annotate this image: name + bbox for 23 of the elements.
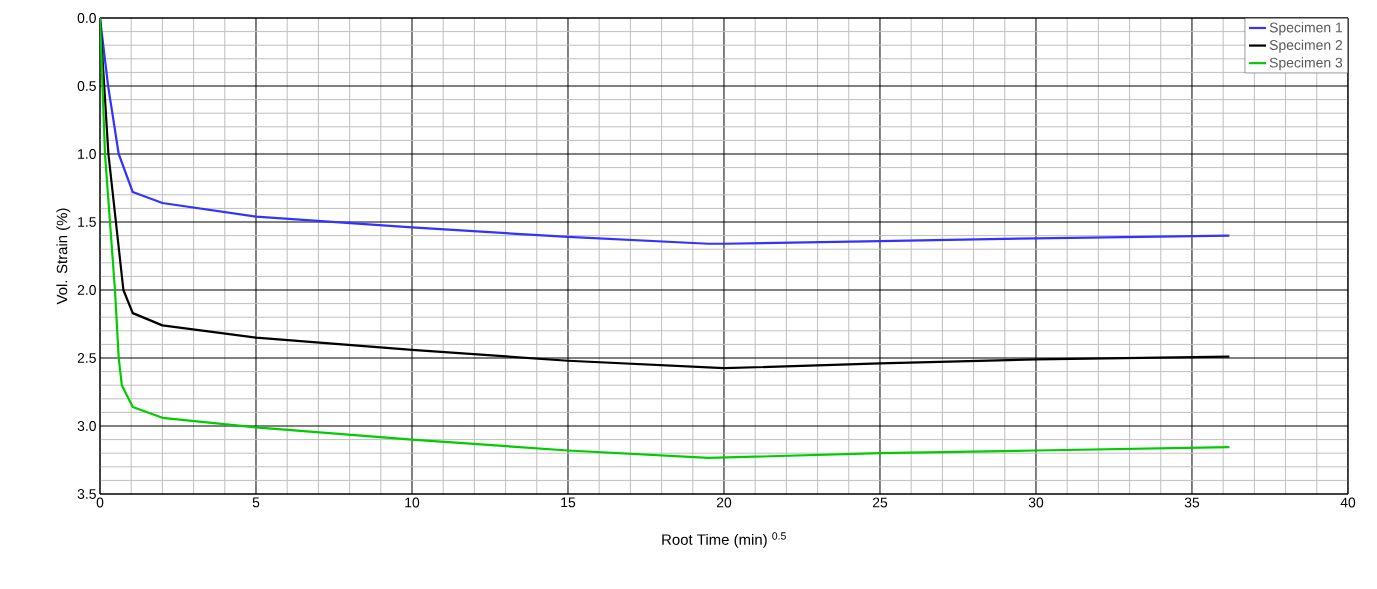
y-tick-label: 1.0 — [78, 149, 96, 159]
y-tick-label: 0.0 — [77, 13, 96, 23]
legend-label: Specimen 3 — [1269, 57, 1343, 71]
y-tick-label: 2.0 — [77, 285, 96, 295]
x-tick-label: 10 — [405, 497, 420, 508]
x-tick-label: 35 — [1184, 497, 1200, 508]
y-tick-label: 0.5 — [77, 81, 96, 91]
x-tick-label: 0 — [96, 497, 104, 508]
y-tick-label: 1.5 — [78, 217, 96, 227]
x-axis-title: Root Time (min) $^{0.5}$ — [662, 532, 786, 548]
x-tick-label: 30 — [1028, 497, 1044, 508]
x-tick-label: 15 — [561, 497, 576, 508]
legend-label: Specimen 2 — [1269, 39, 1343, 53]
x-tick-label: 40 — [1340, 497, 1356, 508]
line-series — [100, 18, 1231, 460]
y-tick-label: 2.5 — [77, 353, 96, 363]
y-tick-label: 3.5 — [77, 489, 96, 499]
y-axis-title: Vol. Strain (%) — [56, 208, 71, 305]
x-tick-label: 25 — [872, 497, 888, 508]
legend-label: Specimen 1 — [1269, 22, 1343, 36]
x-tick-label: 20 — [716, 497, 732, 508]
y-tick-label: 3.0 — [77, 421, 96, 431]
x-tick-label: 5 — [252, 497, 260, 508]
